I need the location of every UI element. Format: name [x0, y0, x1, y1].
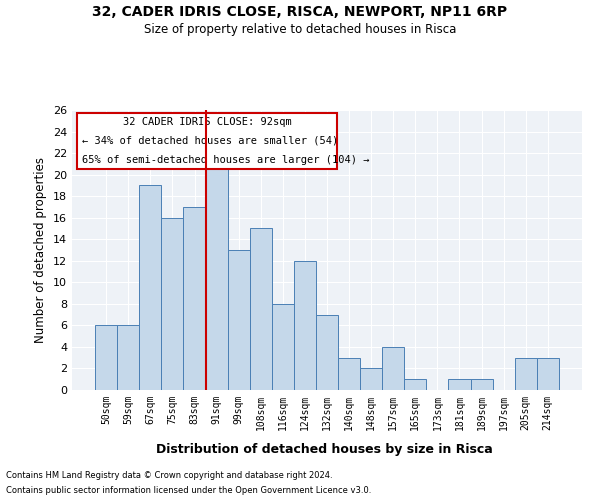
Text: 32 CADER IDRIS CLOSE: 92sqm: 32 CADER IDRIS CLOSE: 92sqm	[123, 117, 292, 127]
Bar	[206, 164, 227, 390]
Bar	[294, 261, 316, 390]
FancyBboxPatch shape	[77, 113, 337, 169]
Text: 32, CADER IDRIS CLOSE, RISCA, NEWPORT, NP11 6RP: 32, CADER IDRIS CLOSE, RISCA, NEWPORT, N…	[92, 5, 508, 19]
Text: Contains public sector information licensed under the Open Government Licence v3: Contains public sector information licen…	[6, 486, 371, 495]
Text: ← 34% of detached houses are smaller (54): ← 34% of detached houses are smaller (54…	[82, 136, 338, 146]
Bar	[161, 218, 184, 390]
Bar	[382, 347, 404, 390]
Bar	[184, 207, 206, 390]
Bar	[360, 368, 382, 390]
Bar	[272, 304, 294, 390]
Bar	[316, 314, 338, 390]
Text: Contains HM Land Registry data © Crown copyright and database right 2024.: Contains HM Land Registry data © Crown c…	[6, 471, 332, 480]
Bar	[448, 379, 470, 390]
Bar	[250, 228, 272, 390]
Bar	[117, 326, 139, 390]
Y-axis label: Number of detached properties: Number of detached properties	[34, 157, 47, 343]
Bar	[470, 379, 493, 390]
Bar	[537, 358, 559, 390]
Text: Size of property relative to detached houses in Risca: Size of property relative to detached ho…	[144, 22, 456, 36]
Bar	[515, 358, 537, 390]
Bar	[95, 326, 117, 390]
Bar	[227, 250, 250, 390]
Text: Distribution of detached houses by size in Risca: Distribution of detached houses by size …	[155, 442, 493, 456]
Text: 65% of semi-detached houses are larger (104) →: 65% of semi-detached houses are larger (…	[82, 154, 370, 164]
Bar	[139, 186, 161, 390]
Bar	[338, 358, 360, 390]
Bar	[404, 379, 427, 390]
